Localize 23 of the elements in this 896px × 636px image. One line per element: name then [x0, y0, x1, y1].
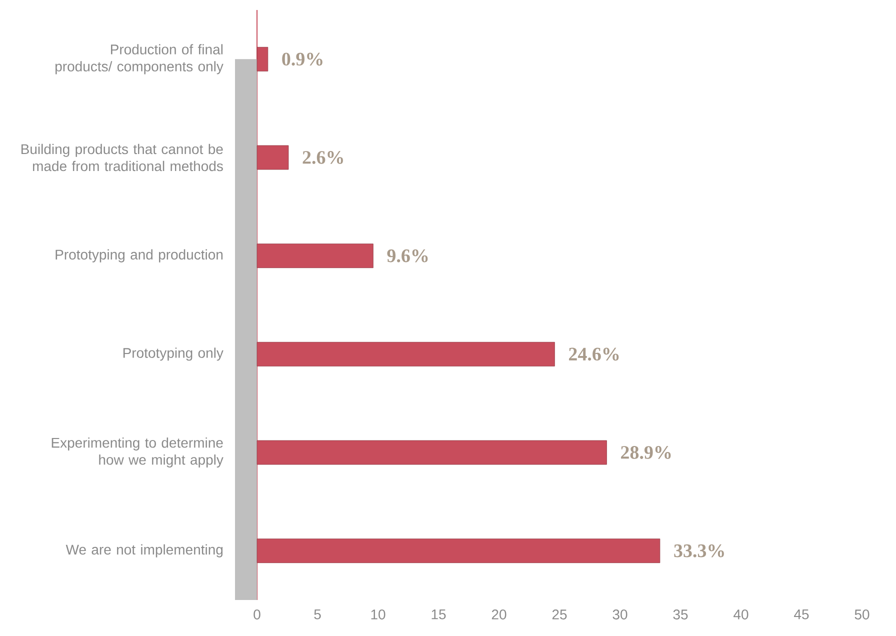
data-label: 2.6%: [302, 151, 343, 164]
y-tick-label: Experimenting to determine how we might apply: [52, 437, 224, 468]
x-tick-label: 25: [552, 610, 567, 620]
data-label: 24.6%: [568, 348, 619, 361]
data-label: 33.3%: [674, 544, 724, 558]
data-label: 0.9%: [282, 52, 322, 66]
y-tick-label: Prototyping and production: [56, 249, 223, 262]
y-tick-label: We are not implementing: [66, 544, 223, 558]
data-label: 9.6%: [387, 249, 428, 262]
x-tick-label: 20: [492, 610, 506, 620]
x-tick-label: 50: [854, 610, 870, 620]
data-label: 28.9%: [621, 446, 671, 459]
x-tick-label: 45: [794, 610, 809, 620]
x-tick-label: 10: [371, 610, 386, 620]
x-tick-label: 40: [734, 610, 748, 620]
x-tick-label: 0: [254, 610, 260, 620]
y-tick-label: Prototyping only: [123, 348, 224, 361]
y-tick-label: Production of final products/ components only: [56, 44, 224, 74]
x-tick-label: 15: [432, 610, 446, 620]
x-tick-label: 5: [314, 610, 321, 620]
x-tick-label: 30: [612, 610, 628, 620]
y-tick-label: Building products that cannot be made from traditional methods: [21, 144, 223, 172]
x-tick-label: 35: [673, 610, 688, 620]
